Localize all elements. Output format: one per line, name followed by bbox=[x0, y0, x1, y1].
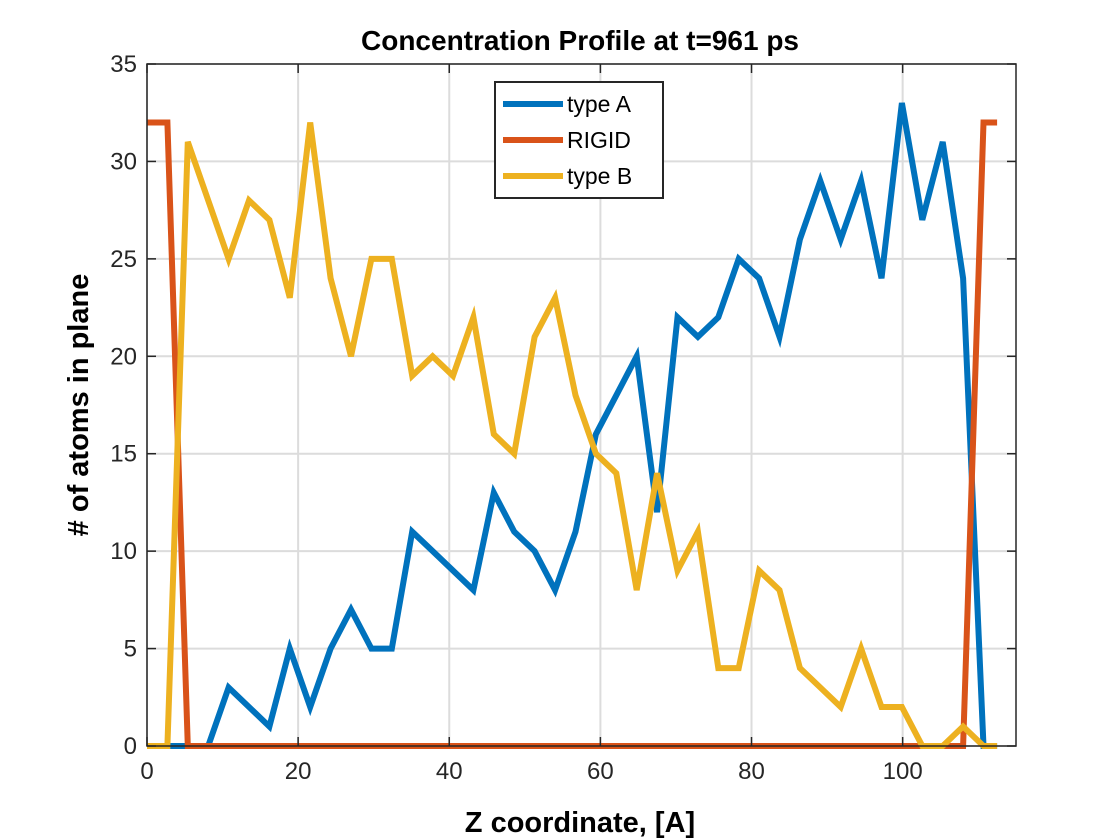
y-tick-label: 25 bbox=[110, 246, 137, 273]
legend-label: type A bbox=[567, 91, 632, 117]
y-tick-label: 30 bbox=[110, 148, 137, 175]
legend: type A RIGID type B bbox=[494, 81, 664, 199]
x-tick-label: 40 bbox=[436, 758, 463, 785]
x-tick-label: 100 bbox=[883, 758, 923, 785]
legend-label: type B bbox=[567, 163, 632, 189]
chart-title: Concentration Profile at t=961 ps bbox=[361, 25, 799, 56]
y-tick-label: 15 bbox=[110, 441, 137, 468]
y-axis-title: # of atoms in plane bbox=[63, 274, 95, 537]
y-tick-label: 0 bbox=[124, 733, 137, 760]
series-line-type-a bbox=[147, 102, 998, 749]
y-tick-label: 35 bbox=[110, 51, 137, 78]
x-axis-title: Z coordinate, [A] bbox=[465, 807, 695, 839]
y-tick-label: 20 bbox=[110, 343, 137, 370]
tick-labels: 0 20 40 60 80 100 0 5 10 15 20 25 30 35 bbox=[110, 51, 922, 785]
y-tick-label: 5 bbox=[124, 636, 137, 663]
plot-frame bbox=[146, 63, 1017, 747]
series-line-type-b bbox=[147, 122, 998, 749]
y-tick-label: 10 bbox=[110, 538, 137, 565]
legend-label: RIGID bbox=[567, 127, 631, 153]
x-tick-label: 80 bbox=[738, 758, 765, 785]
x-tick-label: 20 bbox=[285, 758, 312, 785]
x-tick-label: 60 bbox=[587, 758, 614, 785]
x-tick-label: 0 bbox=[140, 758, 153, 785]
axis-ticks bbox=[146, 63, 1016, 747]
